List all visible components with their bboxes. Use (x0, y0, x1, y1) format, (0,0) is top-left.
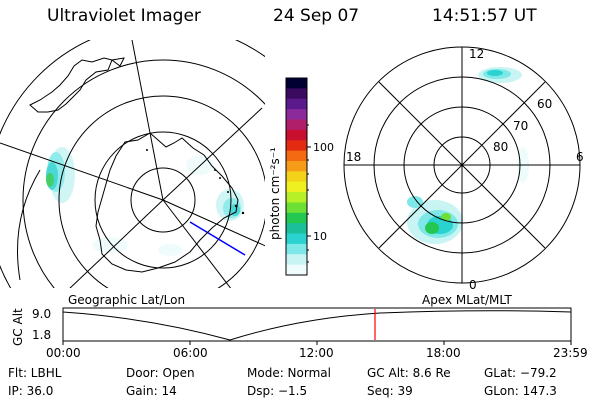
colorbar-gradient (286, 78, 307, 276)
colorbar-cell (286, 88, 307, 100)
geo-limb-arc (17, 169, 41, 281)
altitude-ylabel: GC Alt (11, 308, 25, 346)
colorbar-cell (286, 243, 307, 255)
time-label: 14:51:57 UT (432, 6, 537, 26)
colorbar-cell (286, 129, 307, 141)
colorbar-cell (286, 119, 307, 131)
altitude-tick-high: 9.0 (32, 307, 51, 321)
geo-latitude-circles (0, 40, 265, 288)
island-outline (110, 57, 125, 67)
mlt-label-18: 18 (346, 150, 361, 164)
colorbar-tick-10: 10 (313, 230, 327, 243)
sequence-number: Seq: 39 (367, 384, 413, 398)
colorbar-cell (286, 78, 307, 89)
mlat-label-60: 60 (537, 97, 552, 111)
colorbar-cell (286, 254, 307, 266)
altitude-plot-frame (62, 307, 572, 342)
colorbar-cell (286, 233, 307, 245)
south-america-coastline (29, 57, 113, 113)
mlat-label-70: 70 (513, 119, 528, 133)
altitude-x-ticks (62, 341, 572, 345)
mlt-label-0: 0 (469, 278, 477, 292)
coast-detail (146, 149, 245, 215)
colorbar-cell (286, 192, 307, 204)
mlt-label-12: 12 (469, 47, 484, 61)
x-tick-0600: 06:00 (173, 346, 208, 360)
colorbar-frame (285, 77, 308, 276)
mag-panel-label: Apex MLat/MLT (422, 293, 512, 307)
colorbar-cell (286, 212, 307, 224)
geo-highlight-meridian (189, 221, 246, 256)
geo-meridians (0, 40, 265, 288)
colorbar-cell (286, 109, 307, 121)
colorbar-ticks (307, 124, 311, 263)
flt-filter: Flt: LBHL (8, 366, 62, 380)
instrument-title: Ultraviolet Imager (47, 6, 201, 26)
colorbar-cell (286, 171, 307, 183)
colorbar-tick-100: 100 (313, 141, 334, 154)
x-tick-0000: 00:00 (46, 346, 81, 360)
geo-longitude: GLon: 147.3 (484, 384, 557, 398)
ip-value: IP: 36.0 (8, 384, 54, 398)
colorbar: 100 10 photon cm⁻²s⁻¹ (268, 77, 334, 276)
mag-mlt-meridians (344, 47, 580, 283)
altitude-tick-low: 1.8 (32, 328, 51, 342)
magnetic-map: 12 18 6 0 60 70 80 (343, 46, 584, 292)
colorbar-cell (286, 98, 307, 110)
geo-aurora-emission (46, 147, 244, 256)
x-tick-2359: 23:59 (553, 346, 588, 360)
colorbar-cell (286, 160, 307, 172)
gain-value: Gain: 14 (126, 384, 177, 398)
colorbar-cell (286, 181, 307, 193)
mlt-label-6: 6 (576, 150, 584, 164)
x-tick-1800: 18:00 (426, 346, 461, 360)
altitude-strip: Geographic Lat/Lon Apex MLat/MLT GC Alt … (11, 293, 588, 360)
colorbar-cell (286, 264, 307, 276)
geographic-map (0, 40, 265, 288)
colorbar-cell (286, 202, 307, 214)
mag-aurora-emission (407, 67, 529, 244)
colorbar-unit-label: photon cm⁻²s⁻¹ (268, 147, 282, 240)
colorbar-cell (286, 150, 307, 162)
geo-panel-label: Geographic Lat/Lon (68, 293, 185, 307)
antarctica-coastline (95, 132, 239, 273)
altitude-curve (62, 310, 572, 341)
colorbar-cell (286, 223, 307, 235)
colorbar-cell (286, 140, 307, 152)
geo-latitude: GLat: −79.2 (484, 366, 557, 380)
gc-altitude: GC Alt: 8.6 Re (367, 366, 451, 380)
dsp-value: Dsp: −1.5 (247, 384, 308, 398)
date-label: 24 Sep 07 (273, 6, 360, 26)
mag-labels: 12 18 6 0 60 70 80 (346, 47, 584, 292)
mode-status: Mode: Normal (247, 366, 331, 380)
mlat-label-80: 80 (493, 140, 508, 154)
door-status: Door: Open (126, 366, 195, 380)
x-tick-1200: 12:00 (299, 346, 334, 360)
